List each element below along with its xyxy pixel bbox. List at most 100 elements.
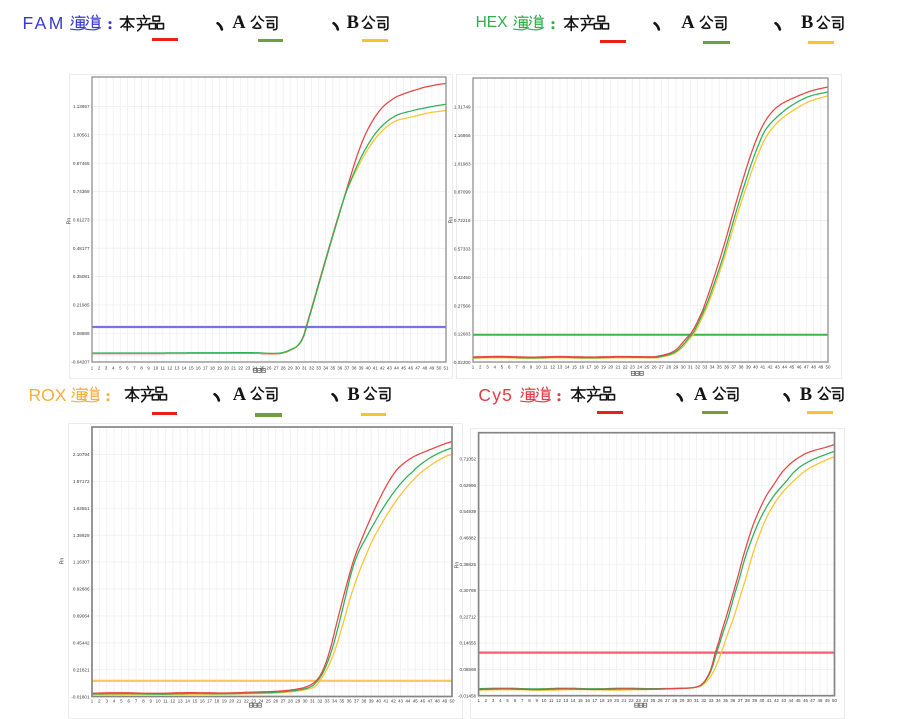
svg-text:41: 41	[760, 365, 765, 370]
svg-text:34: 34	[710, 365, 715, 370]
svg-text:38: 38	[739, 365, 744, 370]
svg-text:38: 38	[745, 698, 750, 703]
svg-text:7: 7	[521, 698, 524, 703]
svg-text:49: 49	[429, 365, 434, 370]
svg-text:15: 15	[578, 698, 583, 703]
svg-text:18: 18	[210, 365, 215, 370]
svg-text:0.22712: 0.22712	[459, 614, 476, 619]
svg-text:36: 36	[337, 365, 342, 370]
svg-text:10: 10	[542, 698, 547, 703]
svg-text:Rn: Rn	[67, 218, 73, 225]
svg-text:14: 14	[565, 365, 570, 370]
svg-text:0.72216: 0.72216	[454, 218, 471, 223]
svg-text:11: 11	[543, 365, 548, 370]
svg-text:48: 48	[818, 698, 823, 703]
svg-text:45: 45	[796, 698, 801, 703]
svg-text:13: 13	[557, 365, 562, 370]
svg-text:21: 21	[231, 365, 236, 370]
svg-text:25: 25	[266, 698, 271, 703]
svg-text:22: 22	[623, 365, 628, 370]
svg-text:19: 19	[222, 698, 227, 703]
svg-text:40: 40	[759, 698, 764, 703]
svg-text:21: 21	[236, 698, 241, 703]
svg-text:15: 15	[572, 365, 577, 370]
svg-text:43: 43	[387, 365, 392, 370]
svg-text:27: 27	[274, 365, 279, 370]
svg-text:1.63551: 1.63551	[73, 506, 90, 511]
svg-text:0.45442: 0.45442	[73, 640, 90, 645]
svg-text:1: 1	[91, 698, 94, 703]
svg-text:0.69064: 0.69064	[73, 614, 90, 619]
svg-text:17: 17	[207, 698, 212, 703]
svg-text:49: 49	[825, 698, 830, 703]
svg-text:1.31749: 1.31749	[454, 105, 471, 110]
svg-text:46: 46	[803, 698, 808, 703]
svg-text:28: 28	[666, 365, 671, 370]
svg-text:14: 14	[182, 365, 187, 370]
svg-text:36: 36	[730, 698, 735, 703]
svg-text:5: 5	[120, 698, 123, 703]
svg-text:29: 29	[295, 698, 300, 703]
svg-text:46: 46	[420, 698, 425, 703]
svg-text:12: 12	[170, 698, 175, 703]
svg-text:4: 4	[112, 365, 115, 370]
svg-text:41: 41	[767, 698, 772, 703]
svg-text:43: 43	[775, 365, 780, 370]
svg-text:47: 47	[804, 365, 809, 370]
svg-text:50: 50	[832, 698, 837, 703]
svg-text:28: 28	[281, 365, 286, 370]
svg-text:Rn: Rn	[60, 558, 66, 565]
svg-text:0.38825: 0.38825	[459, 562, 476, 567]
svg-text:46: 46	[408, 365, 413, 370]
svg-text:0.08889: 0.08889	[73, 331, 90, 336]
svg-text:22: 22	[244, 698, 249, 703]
svg-text:42: 42	[768, 365, 773, 370]
svg-text:5: 5	[506, 698, 509, 703]
svg-text:3: 3	[486, 365, 489, 370]
svg-text:47: 47	[810, 698, 815, 703]
svg-text:49: 49	[818, 365, 823, 370]
svg-text:3: 3	[105, 698, 108, 703]
svg-text:33: 33	[709, 698, 714, 703]
svg-text:43: 43	[781, 698, 786, 703]
svg-text:19: 19	[607, 698, 612, 703]
svg-text:Rn: Rn	[449, 217, 455, 224]
svg-text:8: 8	[140, 365, 143, 370]
svg-text:9: 9	[150, 698, 153, 703]
svg-text:0.92686: 0.92686	[73, 587, 90, 592]
svg-text:17: 17	[586, 365, 591, 370]
svg-text:33: 33	[325, 698, 330, 703]
svg-text:20: 20	[614, 698, 619, 703]
svg-text:48: 48	[435, 698, 440, 703]
svg-text:Rn: Rn	[455, 562, 461, 569]
svg-text:1: 1	[472, 365, 475, 370]
svg-text:6: 6	[128, 698, 131, 703]
svg-text:43: 43	[398, 698, 403, 703]
svg-text:29: 29	[673, 365, 678, 370]
svg-text:30: 30	[303, 698, 308, 703]
svg-text:50: 50	[436, 365, 441, 370]
svg-text:28: 28	[288, 698, 293, 703]
svg-text:46: 46	[797, 365, 802, 370]
svg-text:37: 37	[354, 698, 359, 703]
svg-text:15: 15	[189, 365, 194, 370]
svg-text:16: 16	[200, 698, 205, 703]
svg-text:26: 26	[658, 698, 663, 703]
svg-text:9: 9	[535, 698, 538, 703]
svg-text:11: 11	[161, 365, 166, 370]
svg-text:32: 32	[309, 365, 314, 370]
svg-text:30: 30	[295, 365, 300, 370]
svg-text:0.21985: 0.21985	[73, 303, 90, 308]
svg-text:19: 19	[601, 365, 606, 370]
svg-text:10: 10	[536, 365, 541, 370]
svg-text:16: 16	[579, 365, 584, 370]
svg-text:0.62996: 0.62996	[459, 483, 476, 488]
svg-text:1.16307: 1.16307	[73, 560, 90, 565]
svg-text:17: 17	[592, 698, 597, 703]
svg-text:0.42450: 0.42450	[454, 275, 471, 280]
svg-text:44: 44	[788, 698, 793, 703]
svg-text:20: 20	[224, 365, 229, 370]
svg-text:6: 6	[508, 365, 511, 370]
svg-text:39: 39	[746, 365, 751, 370]
svg-text:-0.01458: -0.01458	[458, 693, 477, 698]
